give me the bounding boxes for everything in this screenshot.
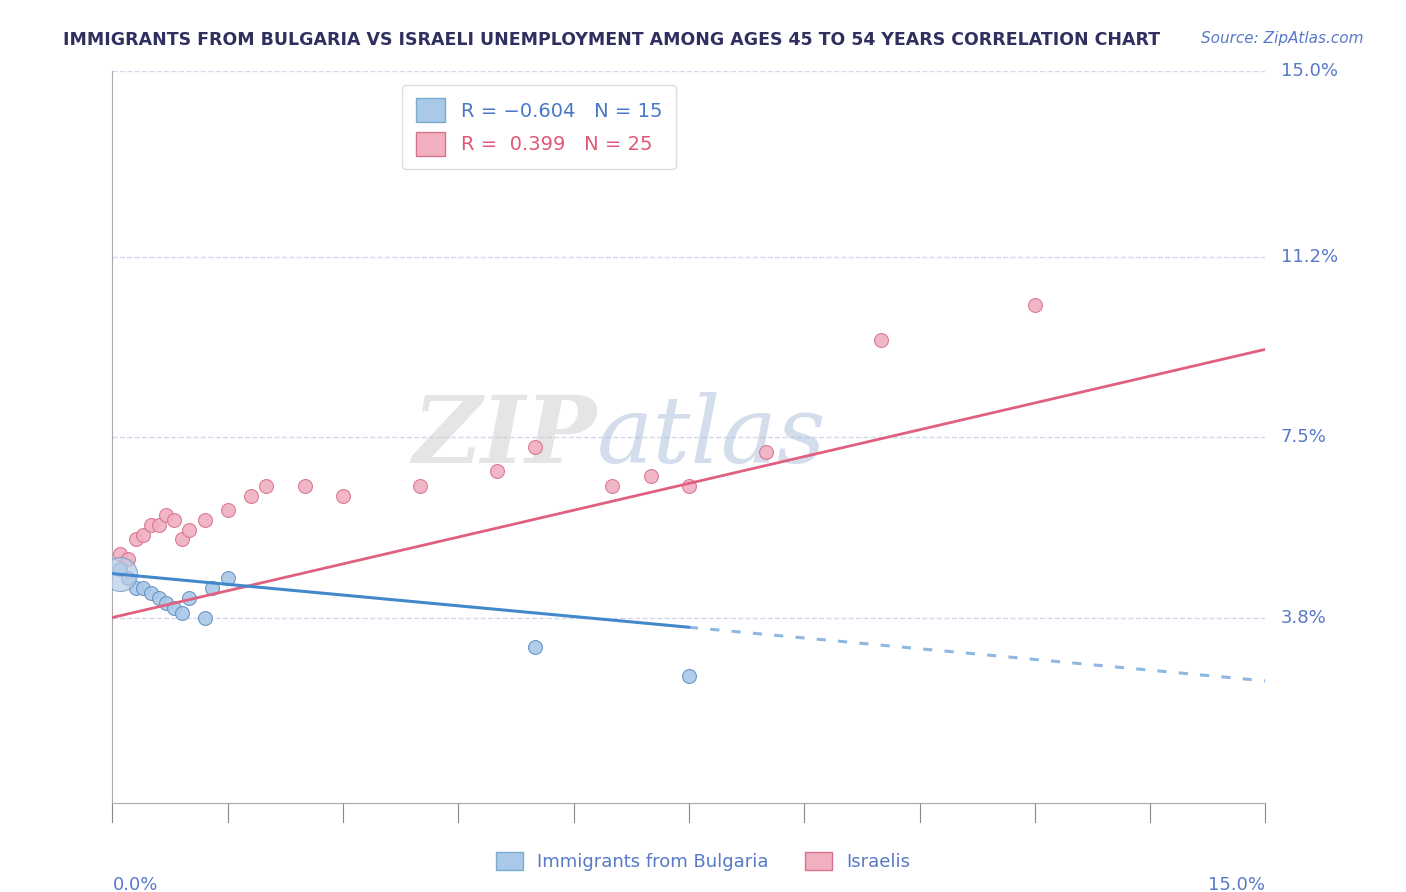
Legend: R = −0.604   N = 15, R =  0.399   N = 25: R = −0.604 N = 15, R = 0.399 N = 25 <box>402 85 676 169</box>
Point <box>485 464 508 478</box>
Point <box>678 669 700 683</box>
Point <box>194 513 217 527</box>
Text: Source: ZipAtlas.com: Source: ZipAtlas.com <box>1201 31 1364 46</box>
Text: ZIP: ZIP <box>412 392 596 482</box>
Point <box>755 444 778 458</box>
Point <box>179 591 201 605</box>
Point <box>194 610 217 624</box>
Point <box>524 440 547 454</box>
Point <box>678 479 700 493</box>
Point <box>108 566 131 581</box>
Point <box>409 479 432 493</box>
Text: 0.0%: 0.0% <box>112 876 157 892</box>
Point <box>332 489 354 503</box>
Point <box>1024 298 1046 312</box>
Point <box>294 479 316 493</box>
Point <box>163 600 186 615</box>
Point <box>132 581 155 595</box>
Text: 3.8%: 3.8% <box>1281 608 1326 626</box>
Point <box>163 513 186 527</box>
Point <box>108 562 131 576</box>
Point <box>139 586 162 600</box>
Point <box>124 533 146 547</box>
Point <box>117 552 139 566</box>
Text: atlas: atlas <box>596 392 827 482</box>
Point <box>117 572 139 586</box>
Text: 15.0%: 15.0% <box>1281 62 1337 80</box>
Text: 15.0%: 15.0% <box>1208 876 1265 892</box>
Point <box>148 591 170 605</box>
Point <box>201 581 224 595</box>
Point <box>600 479 623 493</box>
Point <box>239 489 262 503</box>
Point <box>640 469 662 483</box>
Text: IMMIGRANTS FROM BULGARIA VS ISRAELI UNEMPLOYMENT AMONG AGES 45 TO 54 YEARS CORRE: IMMIGRANTS FROM BULGARIA VS ISRAELI UNEM… <box>63 31 1160 49</box>
Point <box>132 527 155 541</box>
Point <box>870 333 893 347</box>
Point <box>179 523 201 537</box>
Point <box>155 508 177 522</box>
Point <box>217 503 239 517</box>
Text: 11.2%: 11.2% <box>1281 248 1339 266</box>
Point <box>139 517 162 532</box>
Point <box>148 517 170 532</box>
Point <box>155 596 177 610</box>
Legend: Immigrants from Bulgaria, Israelis: Immigrants from Bulgaria, Israelis <box>488 845 918 879</box>
Point <box>217 572 239 586</box>
Point <box>524 640 547 654</box>
Text: 7.5%: 7.5% <box>1281 428 1327 446</box>
Point <box>124 581 146 595</box>
Point <box>108 547 131 561</box>
Point <box>170 533 193 547</box>
Point <box>170 606 193 620</box>
Point <box>254 479 277 493</box>
